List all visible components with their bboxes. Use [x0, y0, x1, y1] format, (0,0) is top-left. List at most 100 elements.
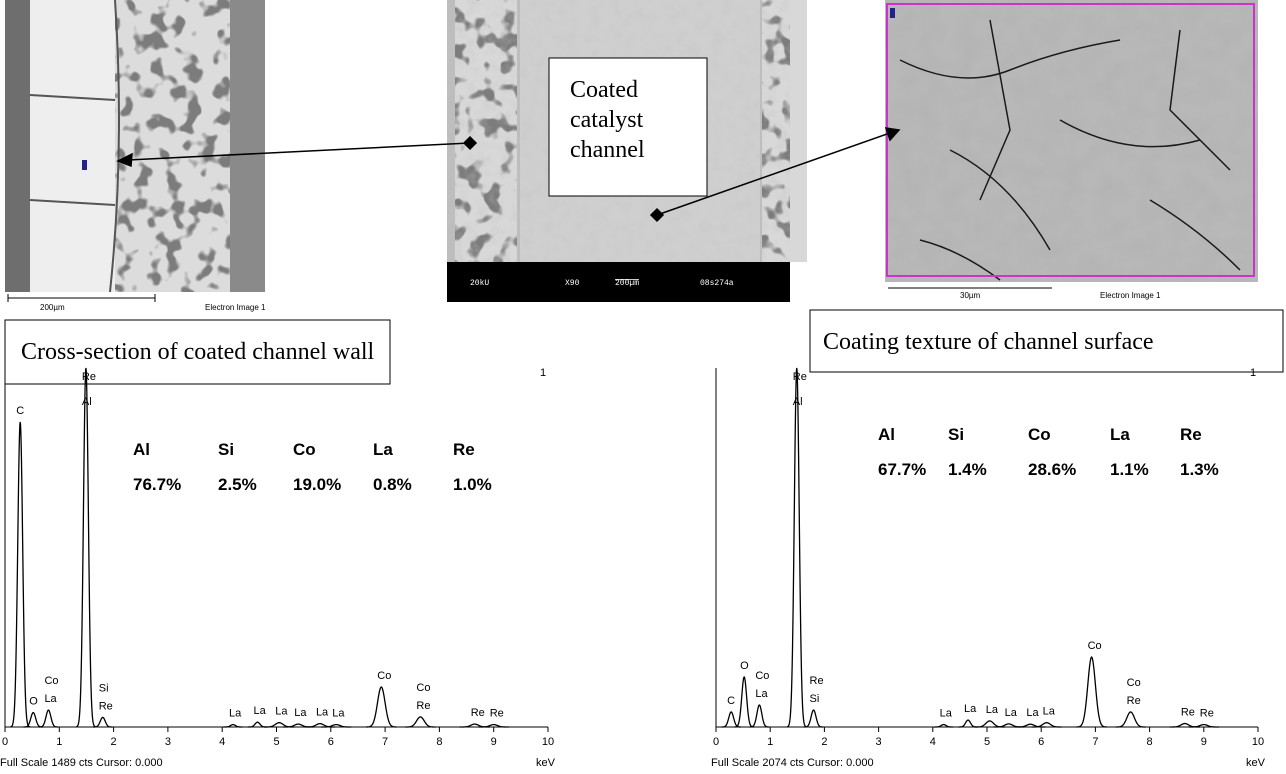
scale-label: 30µm: [960, 291, 981, 300]
full-scale: Full Scale 1489 cts Cursor: 0.000: [0, 757, 163, 769]
peak-label: Re: [1181, 707, 1195, 719]
peak-label: La: [275, 706, 288, 718]
spectrum-peak: [366, 687, 396, 727]
peak-label: Co: [377, 670, 391, 682]
peak-label: Re: [416, 700, 430, 712]
element-name: La: [373, 440, 393, 459]
peak-label: La: [253, 705, 266, 717]
peak-label: O: [29, 696, 38, 708]
spectrum-peak: [1031, 723, 1061, 727]
element-name: Si: [218, 440, 234, 459]
peak-label: La: [316, 707, 329, 719]
peak-label: Re: [82, 371, 96, 383]
peak-label: Co: [416, 682, 430, 694]
x-tick-label: 4: [930, 736, 936, 748]
element-name: Co: [293, 440, 316, 459]
element-percent: 2.5%: [218, 475, 257, 494]
figure: 200µm Electron Image 1 20kU X90 200µm 08…: [0, 0, 1286, 774]
spectrum-peak: [1115, 712, 1145, 727]
element-percent: 28.6%: [1028, 460, 1076, 479]
x-tick-label: 1: [56, 736, 62, 748]
peak-label: La: [986, 704, 999, 716]
peak-label: Re: [1200, 708, 1214, 720]
spectrum-peak: [248, 722, 268, 727]
peak-label: La: [1043, 706, 1056, 718]
x-tick-label: 9: [1201, 736, 1207, 748]
element-percent: 1.3%: [1180, 460, 1219, 479]
spectrum-peak: [750, 705, 770, 727]
peak-label: Re: [793, 371, 807, 383]
element-percent: 76.7%: [133, 475, 181, 494]
peak-label: C: [16, 405, 24, 417]
x-tick-label: 6: [1038, 736, 1044, 748]
x-tick-label: 7: [382, 736, 388, 748]
element-percent: 1.1%: [1110, 460, 1149, 479]
element-percent: 0.8%: [373, 475, 412, 494]
peak-label: Co: [755, 670, 769, 682]
sem-surface: [885, 0, 1258, 282]
element-percent: 1.0%: [453, 475, 492, 494]
peak-label: La: [1005, 707, 1018, 719]
x-tick-label: 10: [542, 736, 554, 748]
spectrum-peak: [958, 720, 978, 727]
spectrum-peak: [39, 710, 59, 727]
peak-label: Co: [1088, 640, 1102, 652]
spectrum-peak: [1076, 657, 1106, 727]
x-tick-label: 5: [273, 736, 279, 748]
sem-info: X90: [565, 279, 580, 288]
sem-cross-section: [5, 0, 265, 292]
image-caption: Electron Image 1: [1100, 291, 1161, 300]
spectrum-peak: [10, 422, 30, 727]
peak-label: La: [229, 708, 242, 720]
element-name: Al: [878, 425, 895, 444]
peak-label: Co: [44, 675, 58, 687]
x-tick-label: 1: [767, 736, 773, 748]
x-tick-label: 6: [328, 736, 334, 748]
sem-info: 08s274a: [700, 279, 734, 288]
spectrum-peak: [93, 717, 113, 727]
peak-label: C: [727, 695, 735, 707]
element-percent: 19.0%: [293, 475, 341, 494]
element-name: La: [1110, 425, 1130, 444]
element-name: Re: [1180, 425, 1202, 444]
peak-label: Co: [1127, 677, 1141, 689]
peak-label: La: [964, 703, 977, 715]
peak-label: La: [940, 708, 953, 720]
x-tick-label: 2: [821, 736, 827, 748]
peak-label: La: [294, 707, 307, 719]
x-tick-label: 8: [1147, 736, 1153, 748]
x-tick-label: 3: [165, 736, 171, 748]
corner-label: 1: [540, 367, 546, 379]
element-name: Al: [133, 440, 150, 459]
x-tick-label: 10: [1252, 736, 1264, 748]
x-tick-label: 2: [111, 736, 117, 748]
unit: keV: [1246, 757, 1266, 769]
spectrum-peak: [734, 677, 754, 727]
peak-label: Al: [82, 396, 92, 408]
peak-label: Re: [810, 675, 824, 687]
x-tick-label: 0: [713, 736, 719, 748]
image-caption: Electron Image 1: [205, 303, 266, 312]
spectrum-peak: [405, 717, 435, 727]
peak-label: Re: [471, 707, 485, 719]
callout-text: Coating texture of channel surface: [823, 329, 1154, 355]
peak-label: Re: [99, 700, 113, 712]
peak-label: La: [44, 693, 57, 705]
spectrum-peak: [76, 368, 96, 727]
full-scale: Full Scale 2074 cts Cursor: 0.000: [711, 757, 874, 769]
unit: keV: [536, 757, 556, 769]
peak-label: Si: [810, 693, 820, 705]
element-percent: 1.4%: [948, 460, 987, 479]
x-tick-label: 7: [1092, 736, 1098, 748]
spectrum-peak: [804, 710, 824, 727]
element-name: Si: [948, 425, 964, 444]
element-name: Re: [453, 440, 475, 459]
peak-label: O: [740, 660, 749, 672]
peak-label: Re: [490, 708, 504, 720]
peak-label: La: [755, 688, 768, 700]
element-name: Co: [1028, 425, 1051, 444]
peak-label: Re: [1127, 695, 1141, 707]
x-tick-label: 8: [436, 736, 442, 748]
sem-info: 200µm: [615, 279, 639, 288]
peak-label: Si: [99, 682, 109, 694]
